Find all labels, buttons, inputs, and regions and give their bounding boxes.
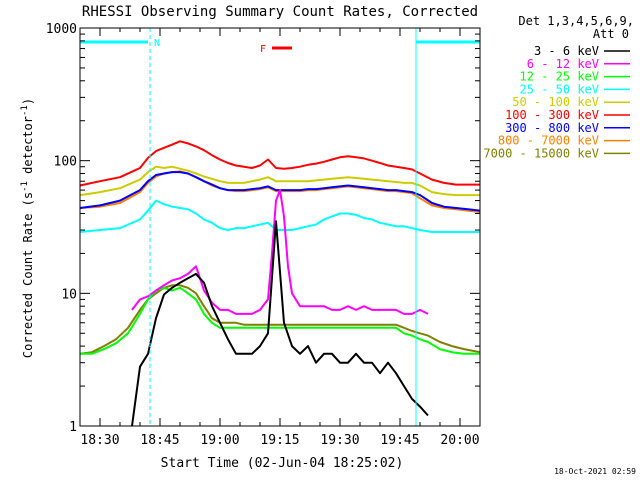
- series-line-25-50-kev: [79, 199, 480, 233]
- series-line-7000-15000-kev: [79, 284, 481, 355]
- legend-entry-label: 300 - 800 keV: [505, 121, 599, 135]
- y-axis-label: Corrected Count Rate (s-1 detector-1): [20, 98, 35, 358]
- legend-entry-label: 50 - 100 keV: [512, 95, 599, 109]
- flag-label-f: F: [260, 44, 266, 55]
- series-line-100-300-kev: [79, 140, 480, 187]
- flag-bars: NF: [80, 38, 480, 55]
- y-axis-label-sup2: -1: [20, 105, 30, 116]
- y-tick-label: 1: [69, 420, 77, 435]
- legend-entry-label: 3 - 6 keV: [534, 44, 599, 58]
- legend-entry-label: 100 - 300 keV: [505, 108, 599, 122]
- chart-title: RHESSI Observing Summary Count Rates, Co…: [82, 4, 478, 20]
- series-line-6-12-kev: [131, 189, 429, 315]
- y-axis-label-sup1: -1: [20, 181, 30, 192]
- series-layer: [79, 140, 481, 427]
- x-axis: 18:30 18:45 19:00 19:15 19:30 19:45 20:00: [79, 28, 481, 448]
- legend-entry-label: 6 - 12 keV: [527, 57, 599, 71]
- y-tick-label: 100: [54, 155, 77, 170]
- x-tick-label: 20:00: [440, 433, 479, 448]
- x-tick-label: 19:00: [200, 433, 239, 448]
- legend-entry-label: 800 - 7000 keV: [498, 134, 599, 148]
- footer-timestamp: 18-Oct-2021 02:59: [554, 467, 636, 476]
- y-axis-label-main: Corrected Count Rate (s: [21, 192, 35, 358]
- y-tick-label: 10: [61, 287, 77, 302]
- y-axis-label-mid: detector: [21, 116, 35, 181]
- legend-entry-label: 7000 - 15000 keV: [483, 146, 599, 160]
- y-axis: 1 10 100 1000: [46, 22, 480, 435]
- series-line-50-100-kev: [79, 165, 480, 197]
- legend-entry-label: 25 - 50 keV: [520, 82, 599, 96]
- x-tick-label: 18:30: [80, 433, 119, 448]
- x-tick-label: 19:45: [380, 433, 419, 448]
- series-line-300-800-kev: [79, 171, 481, 212]
- series-line-3-6-kev: [131, 220, 429, 427]
- x-tick-label: 19:30: [320, 433, 359, 448]
- flag-label-n: N: [154, 38, 160, 49]
- x-axis-label: Start Time (02-Jun-04 18:25:02): [161, 456, 404, 471]
- legend-header-line1: Det 1,3,4,5,6,9,: [518, 14, 634, 28]
- x-tick-label: 19:15: [260, 433, 299, 448]
- series-line-12-25-kev: [80, 286, 480, 355]
- y-axis-label-end: ): [21, 98, 35, 105]
- legend-header-line2: Att 0: [593, 27, 629, 41]
- y-tick-label: 1000: [46, 22, 77, 37]
- x-tick-label: 18:45: [140, 433, 179, 448]
- legend-entry-label: 12 - 25 keV: [520, 70, 599, 84]
